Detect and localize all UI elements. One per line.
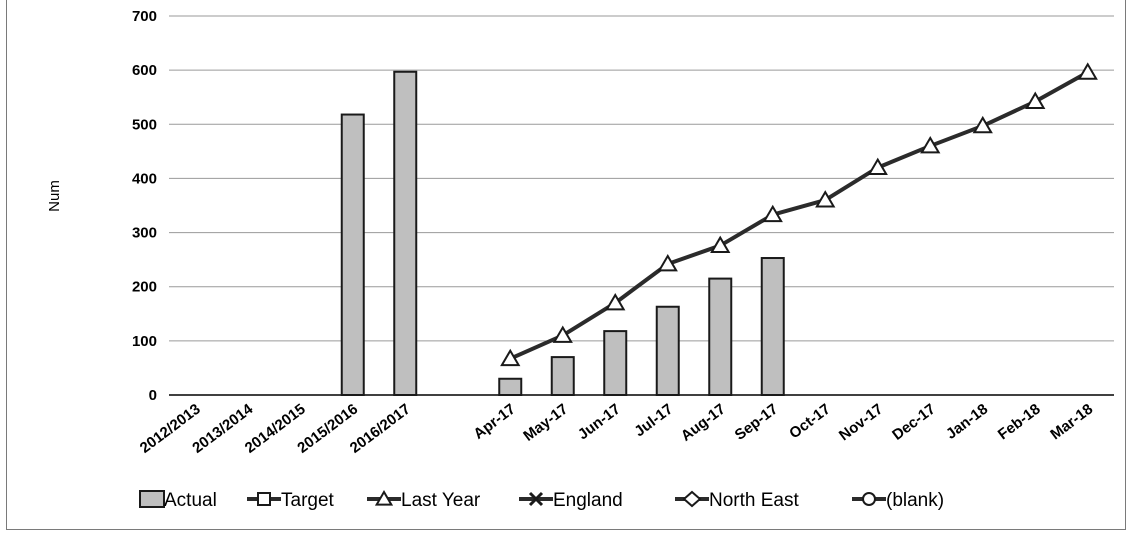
x-tick-label: Jun-17: [575, 401, 624, 444]
bar: [655, 305, 680, 396]
chart: 0 100 200 300 400 500 600 700 Num 2012/20132013…: [46, 8, 1114, 511]
grid: [169, 15, 1114, 396]
x-tick-label: Apr-17: [470, 401, 518, 443]
bar: [550, 356, 575, 397]
legend-marker-x: [528, 491, 544, 507]
y-tick-label: 0: [149, 387, 157, 404]
line-marker: [500, 348, 521, 367]
x-tick-label: Dec-17: [889, 401, 939, 444]
legend-label: North East: [709, 490, 799, 511]
y-tick-label: 300: [132, 225, 157, 242]
x-tick-label: Mar-18: [1047, 401, 1096, 444]
line-marker: [867, 157, 888, 175]
legend-label: Target: [281, 490, 335, 511]
x-tick-label: Nov-17: [836, 401, 886, 445]
legend-marker-diamond: [682, 490, 702, 508]
legend-item: Target: [247, 490, 335, 511]
line-marker: [1077, 62, 1098, 80]
legend-marker-triangle: [374, 490, 394, 506]
legend-marker-square: [257, 492, 271, 506]
line-marker: [657, 253, 678, 272]
legend-item: Last Year: [367, 490, 481, 511]
legend-label: (blank): [886, 490, 944, 511]
y-tick-label: 100: [132, 333, 157, 350]
bar: [603, 330, 628, 396]
y-tick-label: 700: [132, 8, 157, 25]
series-line: [509, 70, 1089, 361]
bar: [760, 257, 785, 397]
line-marker: [762, 204, 783, 223]
bar: [708, 277, 733, 397]
x-tick-label: Oct-17: [786, 401, 834, 443]
legend-label: England: [553, 490, 623, 511]
x-tick-label: Aug-17: [678, 401, 729, 445]
y-tick-label: 200: [132, 279, 157, 296]
y-tick-label: 400: [132, 170, 157, 187]
x-tick-label: May-17: [520, 401, 571, 445]
legend-label: Last Year: [401, 490, 481, 511]
line-marker: [1025, 91, 1046, 109]
x-axis: 2012/20132013/20142014/20152015/20162016…: [137, 400, 1096, 457]
y-tick-label: 500: [132, 116, 157, 133]
line-marker: [710, 235, 731, 253]
lines: [500, 62, 1098, 367]
x-tick-label: Jul-17: [631, 401, 676, 441]
x-tick-label: Feb-18: [995, 401, 1044, 444]
legend-swatch-bar: [139, 490, 165, 508]
legend-item: Actual: [139, 490, 217, 511]
line-marker: [815, 190, 836, 208]
line-marker: [972, 115, 993, 134]
bar: [340, 113, 365, 396]
legend-marker-circle: [862, 492, 876, 506]
legend-item: England: [519, 490, 623, 511]
chart-frame: 0 100 200 300 400 500 600 700 Num 2012/2013 2013…: [6, 0, 1126, 530]
y-axis: 0 100 200 300 400 500 600 700: [132, 8, 157, 404]
line-marker: [605, 292, 626, 311]
bar: [498, 377, 523, 396]
bar: [393, 70, 418, 396]
legend: Actual Target Last Year England North East (b…: [139, 490, 944, 511]
legend-label: Actual: [164, 490, 217, 511]
line-marker: [552, 325, 573, 343]
x-tick-label: Jan-18: [943, 401, 991, 443]
y-axis-label: Num: [46, 180, 63, 212]
x-tick-label: Sep-17: [732, 401, 782, 444]
bars: [340, 70, 785, 397]
y-tick-label: 600: [132, 62, 157, 79]
legend-item: North East: [675, 490, 799, 511]
line-marker: [920, 135, 941, 154]
legend-item: (blank): [852, 490, 944, 511]
